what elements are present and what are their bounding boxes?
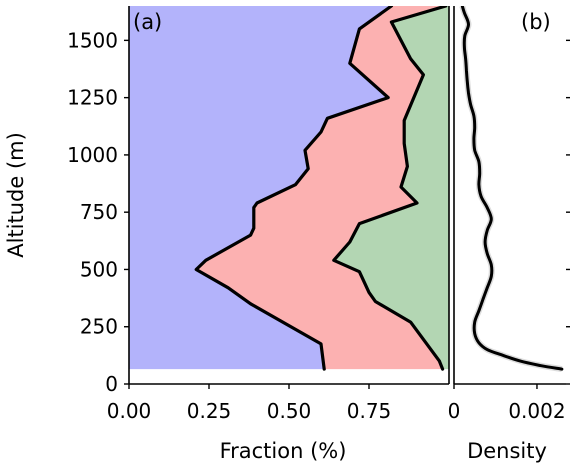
boundary-line-1 — [194, 6, 393, 371]
y-ticks-b — [566, 39, 570, 385]
y-tick-label: 250 — [80, 315, 118, 339]
x-tick-label-a: 0.00 — [107, 399, 152, 423]
x-tick-label-b: 0 — [448, 399, 461, 423]
x-axis-label-a: Fraction (%) — [220, 439, 347, 463]
x-tick-label-a: 0.25 — [187, 399, 232, 423]
y-tick-label: 750 — [80, 200, 118, 224]
y-tick-label: 500 — [80, 257, 118, 281]
y-tick-label: 1000 — [67, 143, 118, 167]
x-tick-label-a: 0.75 — [347, 399, 392, 423]
boundary-line-2 — [332, 6, 448, 371]
y-tick-label: 1250 — [67, 86, 118, 110]
y-tick-label: 0 — [105, 372, 118, 396]
density-line — [460, 6, 564, 371]
x-ticks-a: 0.00 0.25 0.50 0.75 — [107, 384, 392, 423]
panel-b: 0 0.002 (b) Density — [448, 6, 570, 463]
panel-label-a: (a) — [133, 10, 162, 34]
y-tick-label: 1500 — [67, 28, 118, 52]
y-axis-label: Altitude (m) — [4, 132, 28, 258]
x-tick-label-b: 0.002 — [508, 399, 565, 423]
area-series-1 — [129, 6, 392, 370]
panel-label-b: (b) — [521, 10, 551, 34]
x-tick-label-a: 0.50 — [267, 399, 312, 423]
x-ticks-b: 0 0.002 — [448, 384, 566, 423]
panel-a: 0.00 0.25 0.50 0.75 0250500750100012501500 … — [4, 6, 450, 463]
area-series-2 — [196, 6, 446, 370]
y-ticks-a: 0 250 500 750 1000 1250 1500 — [67, 28, 129, 396]
x-axis-label-b: Density — [467, 439, 547, 463]
